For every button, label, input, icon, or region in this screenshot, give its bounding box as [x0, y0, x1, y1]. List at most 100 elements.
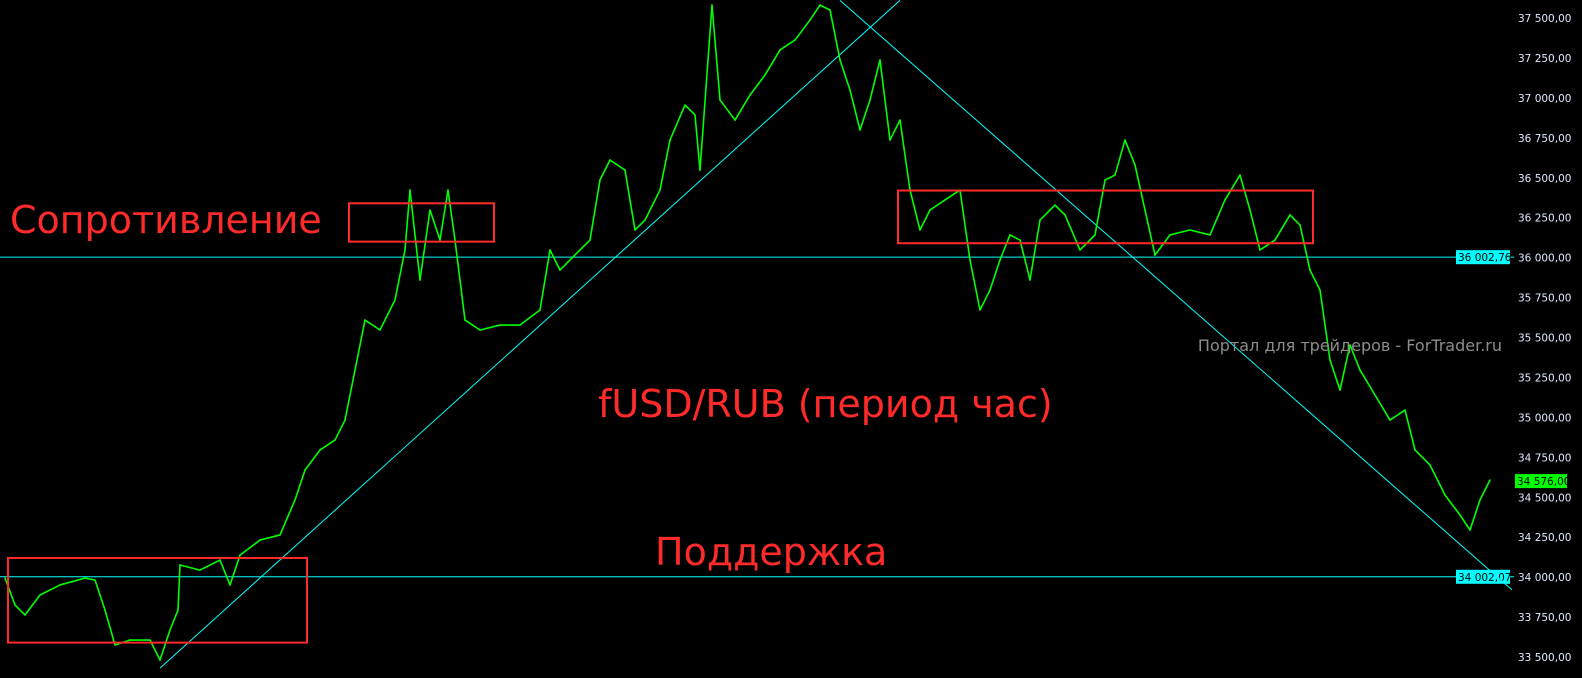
price-point — [579, 249, 581, 251]
price-point — [839, 59, 841, 61]
price-point — [764, 74, 766, 76]
price-point — [1319, 289, 1321, 291]
price-point — [944, 199, 946, 201]
price-point — [749, 94, 751, 96]
price-point — [1459, 514, 1461, 516]
price-point — [179, 564, 181, 566]
price-point — [929, 209, 931, 211]
price-point — [1029, 279, 1031, 281]
price-point — [419, 279, 421, 281]
price-point — [624, 169, 626, 171]
resistance-label: Сопротивление — [10, 198, 322, 242]
price-point — [919, 229, 921, 231]
price-point — [159, 659, 161, 661]
price-point — [1349, 344, 1351, 346]
price-point — [899, 119, 901, 121]
price-point — [559, 269, 561, 271]
price-point — [1469, 529, 1471, 531]
watermark: Портал для трейдеров - ForTrader.ru — [1197, 336, 1502, 355]
price-point — [659, 189, 661, 191]
price-point — [239, 554, 241, 556]
y-tick-label: 33 500,00 — [1518, 652, 1571, 664]
price-point — [104, 609, 106, 611]
y-tick-label: 35 000,00 — [1518, 412, 1571, 424]
price-point — [1114, 174, 1116, 176]
price-point — [1169, 234, 1171, 236]
price-point — [609, 159, 611, 161]
y-tick-label: 36 500,00 — [1518, 173, 1571, 185]
price-point — [199, 569, 201, 571]
price-point — [1479, 499, 1481, 501]
price-point — [819, 4, 821, 6]
price-point — [259, 539, 261, 541]
price-point — [454, 239, 456, 241]
price-point — [229, 584, 231, 586]
price-point — [4, 577, 6, 579]
price-point — [794, 39, 796, 41]
last-price-tag — [1515, 474, 1567, 489]
price-point — [1079, 249, 1081, 251]
price-point — [294, 499, 296, 501]
y-tick-label: 36 250,00 — [1518, 213, 1571, 225]
trendline — [839, 0, 1513, 591]
chart-title: fUSD/RUB (период час) — [598, 382, 1053, 426]
price-point — [1009, 234, 1011, 236]
price-point — [319, 449, 321, 451]
price-point — [1289, 214, 1291, 216]
price-point — [39, 594, 41, 596]
price-point — [549, 249, 551, 251]
price-point — [1239, 174, 1241, 176]
y-tick-label: 34 250,00 — [1518, 532, 1571, 544]
price-point — [464, 319, 466, 321]
price-point — [1359, 369, 1361, 371]
price-point — [539, 309, 541, 311]
y-tick-label: 37 250,00 — [1518, 53, 1571, 65]
price-point — [499, 324, 501, 326]
price-point — [809, 19, 811, 21]
price-point — [979, 309, 981, 311]
price-point — [429, 209, 431, 211]
price-point — [59, 584, 61, 586]
price-point — [1299, 224, 1301, 226]
zone-box — [7, 556, 308, 644]
price-point — [114, 644, 116, 646]
price-point — [669, 139, 671, 141]
zone-box — [348, 202, 495, 243]
level-price-label: 36 002,76 — [1458, 252, 1512, 264]
price-point — [447, 189, 449, 191]
price-point — [219, 559, 221, 561]
price-point — [1309, 269, 1311, 271]
price-point — [354, 369, 356, 371]
support-label: Поддержка — [655, 530, 888, 574]
level-price-tag — [1456, 569, 1510, 584]
price-point — [149, 639, 151, 641]
price-point — [1039, 219, 1041, 221]
y-tick-label: 34 000,00 — [1518, 572, 1571, 584]
price-point — [14, 604, 16, 606]
price-point — [1414, 449, 1416, 451]
price-point — [1339, 389, 1341, 391]
price-point — [634, 229, 636, 231]
trendline — [159, 0, 901, 669]
price-point — [404, 249, 406, 251]
price-point — [304, 469, 306, 471]
price-point — [94, 579, 96, 581]
y-tick-label: 35 750,00 — [1518, 293, 1571, 305]
price-point — [1444, 494, 1446, 496]
price-point — [969, 259, 971, 261]
y-tick-label: 37 500,00 — [1518, 13, 1571, 25]
price-point — [1249, 209, 1251, 211]
price-point — [734, 119, 736, 121]
level-price-tag — [1456, 250, 1510, 265]
price-point — [849, 89, 851, 91]
y-tick-label: 35 500,00 — [1518, 333, 1571, 345]
level-price-label: 34 002,07 — [1458, 572, 1511, 584]
price-point — [24, 614, 26, 616]
price-point — [1019, 239, 1021, 241]
price-point — [394, 299, 396, 301]
price-point — [889, 139, 891, 141]
zone-box — [897, 189, 1314, 245]
price-point — [1489, 479, 1491, 481]
